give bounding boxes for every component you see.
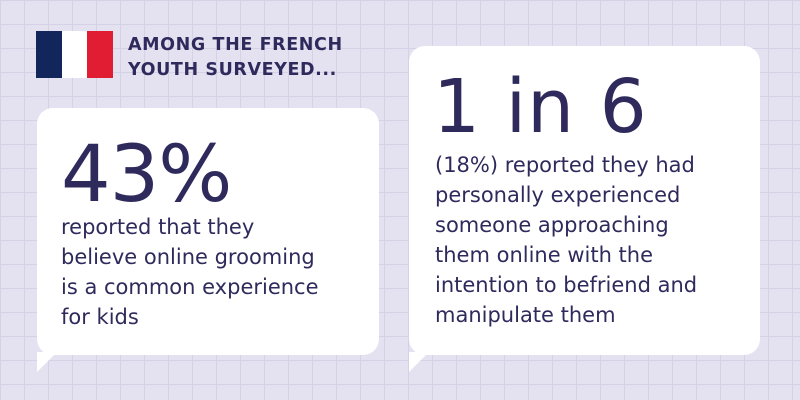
stat-description: (18%) reported they had personally exper… <box>435 153 698 327</box>
flag-stripe-blue <box>36 31 62 78</box>
flag-stripe-white <box>61 31 88 78</box>
france-flag-icon <box>36 31 114 78</box>
stat-description: reported that they believe online groomi… <box>61 215 319 329</box>
flag-stripe-red <box>87 31 114 78</box>
stat-card-43-percent: 43% reported that they believe online gr… <box>37 108 379 372</box>
stat-value: 43% <box>61 130 232 220</box>
speech-bubble-tail <box>409 352 429 372</box>
stat-card-1-in-6: 1 in 6 (18%) reported they had personall… <box>409 46 760 372</box>
stat-value: 1 in 6 <box>433 64 648 150</box>
section-heading: AMONG THE FRENCH YOUTH SURVEYED... <box>128 35 343 80</box>
speech-bubble-tail <box>37 352 57 372</box>
